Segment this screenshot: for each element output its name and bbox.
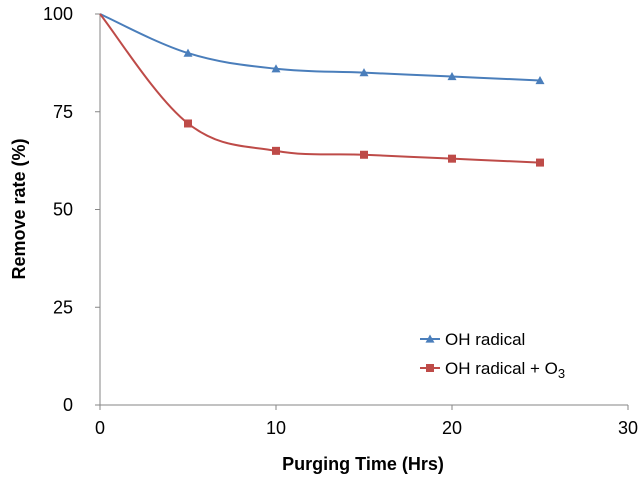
series-line-0 (99, 13, 541, 82)
series-1 (99, 13, 544, 167)
legend-label-oh-radical-o3-main: OH radical + O (445, 359, 558, 378)
data-point (448, 154, 456, 163)
legend-label-oh-radical-o3: OH radical + O3 (445, 359, 565, 381)
legend-label-oh-radical: OH radical (445, 330, 525, 349)
series-line-1 (99, 13, 541, 164)
legend-marker-oh-radical-o3 (426, 364, 434, 372)
legend-label-oh-radical-o3-subscript: 3 (558, 366, 565, 381)
data-point (272, 146, 280, 155)
chart-legend: OH radical OH radical + O3 (420, 330, 565, 381)
data-point (271, 64, 281, 73)
y-tick-label: 75 (53, 102, 73, 122)
series-0 (99, 13, 545, 85)
data-point (360, 150, 368, 159)
y-tick-label: 100 (43, 4, 73, 24)
data-point (184, 119, 192, 128)
data-point (536, 158, 544, 167)
y-tick-label: 0 (63, 395, 73, 415)
y-tick-label: 25 (53, 297, 73, 317)
data-point (359, 68, 369, 77)
chart-series (99, 13, 545, 167)
data-point (535, 75, 545, 85)
x-axis-ticks: 0 10 20 30 (95, 405, 638, 438)
legend-marker-oh-radical (425, 334, 435, 343)
data-point (447, 72, 457, 81)
y-axis-title: Remove rate (%) (9, 138, 29, 279)
x-tick-label: 30 (618, 418, 638, 438)
x-tick-label: 0 (95, 418, 105, 438)
x-tick-label: 10 (266, 418, 286, 438)
x-tick-label: 20 (442, 418, 462, 438)
data-point (183, 48, 193, 57)
x-axis-title: Purging Time (Hrs) (282, 454, 444, 474)
y-axis-ticks: 0 25 50 75 100 (43, 4, 100, 415)
y-tick-label: 50 (53, 200, 73, 220)
